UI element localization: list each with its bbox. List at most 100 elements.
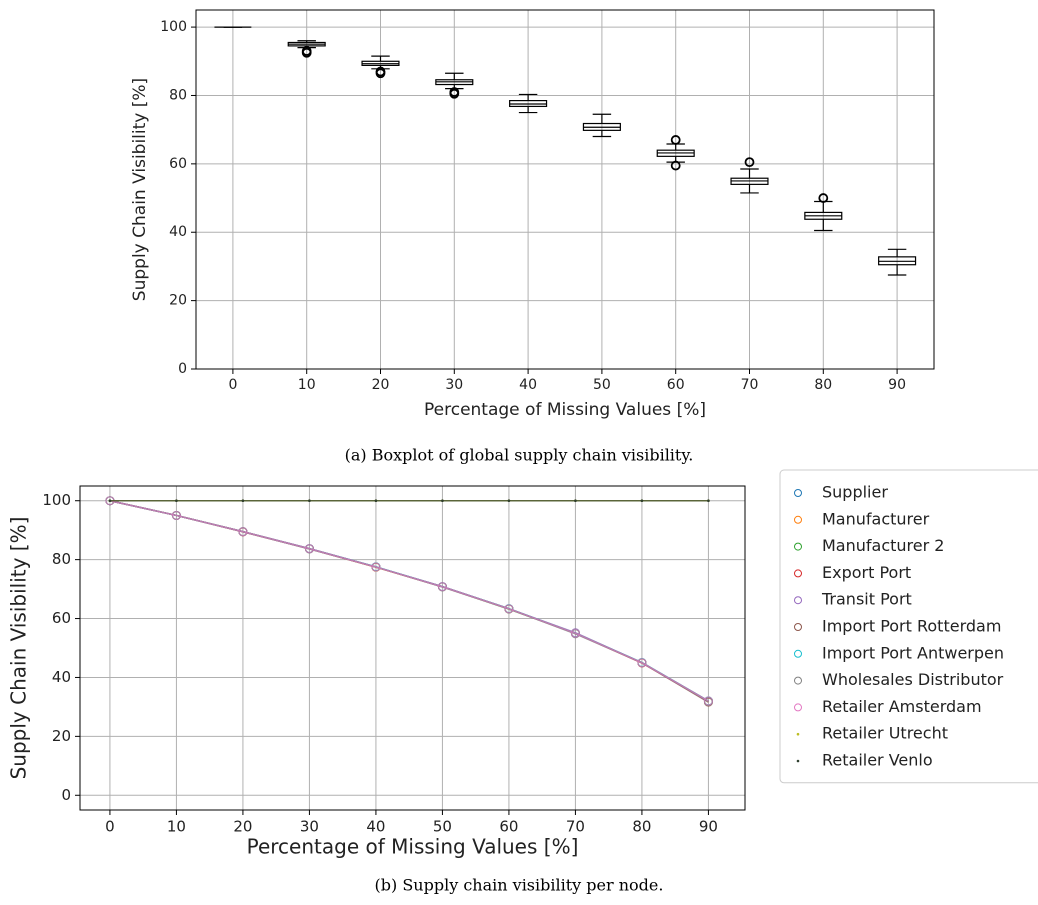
point (108, 499, 112, 503)
legend-label: Supplier (822, 483, 888, 502)
x-tick-label: 20 (372, 377, 390, 393)
caption: (b) Supply chain visibility per node. (375, 876, 664, 895)
legend-marker (794, 542, 802, 551)
outlier (449, 88, 460, 99)
point (374, 499, 378, 503)
x-tick-label: 50 (433, 818, 452, 836)
plot-frame (195, 9, 935, 370)
x-tick-label: 0 (228, 377, 237, 393)
series-line (109, 499, 709, 702)
legend-marker (794, 489, 802, 497)
legend-label: Import Port Antwerpen (822, 643, 1004, 662)
legend-marker (796, 759, 800, 763)
legend-label: Import Port Rotterdam (822, 617, 1001, 636)
legend-marker (794, 676, 802, 685)
x-tick-label: 80 (632, 818, 651, 836)
series-line (109, 499, 709, 703)
legend-marker (794, 569, 802, 578)
legend-label: Transit Port (821, 590, 912, 609)
point (707, 499, 710, 503)
legend-label: Wholesales Distributor (822, 670, 1004, 689)
point (504, 604, 514, 614)
x-tick-label: 90 (888, 377, 906, 393)
point (241, 499, 245, 503)
legend-marker (796, 732, 800, 736)
x-tick-label: 70 (566, 818, 585, 836)
series-line (109, 499, 709, 702)
x-tick-label: 90 (699, 818, 718, 836)
legend-label: Retailer Amsterdam (822, 697, 982, 716)
x-tick-label: 10 (167, 818, 186, 836)
y-tick-label: 0 (61, 786, 71, 804)
x-tick-label: 70 (741, 377, 759, 393)
y-axis-label: Supply Chain Visibility [%] (130, 78, 150, 301)
legend-label: Retailer Venlo (822, 751, 933, 770)
point (640, 499, 644, 503)
point (171, 510, 181, 520)
legend-label: Export Port (822, 563, 911, 582)
series-line (109, 499, 709, 702)
point (238, 527, 248, 537)
x-tick-label: 10 (298, 377, 316, 393)
legend-marker (794, 703, 802, 712)
legend-box (779, 469, 1038, 784)
series-line (109, 499, 709, 702)
x-tick-label: 30 (300, 818, 319, 836)
point (441, 499, 444, 503)
y-tick-label: 20 (52, 727, 71, 745)
y-tick-label: 100 (160, 19, 187, 35)
x-tick-label: 80 (814, 377, 832, 393)
point (570, 628, 580, 638)
point (175, 499, 178, 503)
outlier (670, 135, 681, 145)
point (437, 582, 447, 592)
series-line (109, 499, 709, 702)
outlier (670, 160, 681, 171)
y-axis-label: Supply Chain Visibility [%] (7, 517, 31, 780)
legend-label: Manufacturer 2 (822, 536, 944, 555)
y-tick-label: 60 (169, 156, 187, 172)
series-line (109, 499, 709, 702)
legend-label: Retailer Utrecht (822, 724, 948, 743)
outlier (744, 157, 755, 168)
outlier (375, 68, 386, 79)
x-tick-label: 30 (445, 377, 463, 393)
x-tick-label: 60 (667, 377, 685, 393)
caption: (a) Boxplot of global supply chain visib… (345, 446, 694, 465)
plot-frame (79, 485, 746, 811)
point (507, 499, 511, 503)
legend-marker (794, 515, 802, 524)
outlier (818, 193, 829, 203)
legend-marker (794, 649, 802, 658)
point (574, 499, 577, 503)
y-tick-label: 80 (52, 550, 71, 568)
y-tick-label: 80 (169, 87, 187, 103)
x-tick-label: 0 (105, 818, 115, 836)
x-tick-label: 50 (593, 377, 611, 393)
series-line (109, 499, 709, 703)
legend-label: Manufacturer (822, 509, 930, 528)
x-tick-label: 40 (366, 818, 385, 836)
point (637, 658, 647, 668)
legend-marker (794, 596, 802, 605)
y-tick-label: 40 (169, 224, 187, 240)
x-tick-label: 40 (519, 377, 537, 393)
outlier (301, 47, 312, 58)
point (304, 544, 314, 554)
x-axis-label: Percentage of Missing Values [%] (247, 835, 579, 859)
y-tick-label: 60 (52, 609, 71, 627)
point (308, 499, 311, 503)
legend-marker (794, 623, 802, 631)
x-tick-label: 20 (233, 818, 252, 836)
x-axis-label: Percentage of Missing Values [%] (424, 400, 706, 420)
y-tick-label: 20 (169, 293, 187, 309)
point (703, 696, 713, 706)
y-tick-label: 100 (42, 491, 71, 509)
y-tick-label: 40 (52, 668, 71, 686)
series-line (109, 499, 709, 703)
x-tick-label: 60 (499, 818, 518, 836)
y-tick-label: 0 (178, 361, 187, 377)
point (371, 562, 381, 572)
